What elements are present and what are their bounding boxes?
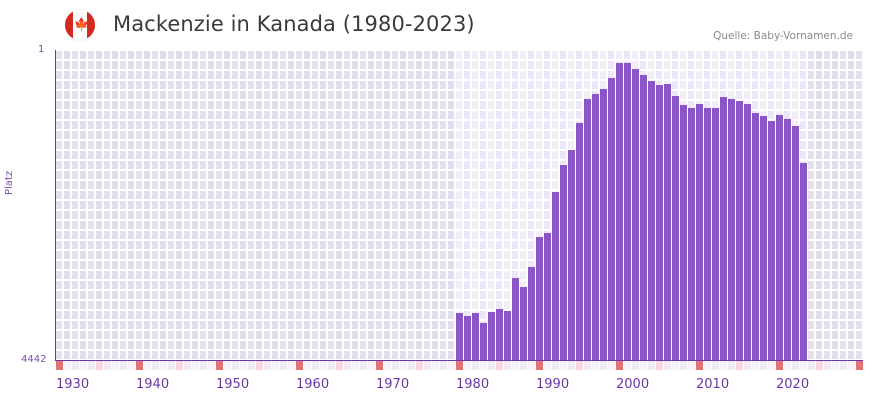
bar-1987[interactable] [512,278,519,360]
bar-1996[interactable] [584,99,591,360]
bar-1992[interactable] [552,192,559,360]
y-axis-top-label: 1 [38,44,45,55]
bar-1997[interactable] [592,94,599,360]
bar-1998[interactable] [600,89,607,360]
chart-title: Mackenzie in Kanada (1980-2023) [113,12,475,36]
bar-1981[interactable] [464,316,471,360]
bar-2020[interactable] [776,115,783,360]
x-axis-label: 1940 [136,377,170,392]
bar-2003[interactable] [640,75,647,360]
bar-1985[interactable] [496,309,503,360]
bar-1990[interactable] [536,237,543,360]
bar-2009[interactable] [688,108,695,360]
bar-2010[interactable] [696,104,703,360]
x-axis-line [55,360,863,361]
bar-2004[interactable] [648,81,655,360]
bar-1994[interactable] [568,150,575,360]
bar-2012[interactable] [712,108,719,360]
bar-1984[interactable] [488,312,495,360]
bar-2016[interactable] [744,104,751,360]
x-axis-label: 2010 [696,377,730,392]
bar-1986[interactable] [504,311,511,360]
x-axis-label: 1960 [296,377,330,392]
bar-1983[interactable] [480,323,487,360]
bar-1995[interactable] [576,123,583,360]
bar-2011[interactable] [704,108,711,360]
bar-2014[interactable] [728,99,735,360]
canada-flag-icon: 🍁 [65,10,95,40]
y-axis-title: Platz [4,170,15,195]
source-link[interactable]: Quelle: Baby-Vornamen.de [713,30,853,42]
bar-2001[interactable] [624,63,631,360]
x-axis-label: 1990 [536,377,570,392]
bar-1991[interactable] [544,233,551,360]
bar-2019[interactable] [768,121,775,360]
bar-2022[interactable] [792,126,799,360]
bar-1988[interactable] [520,287,527,360]
year-markers [56,361,864,370]
x-axis-label: 2000 [616,377,650,392]
chart-plot-area [55,50,864,360]
bar-1989[interactable] [528,267,535,360]
bar-2023[interactable] [800,163,807,360]
x-axis-label: 1980 [456,377,490,392]
bar-2000[interactable] [616,63,623,360]
bar-2005[interactable] [656,85,663,360]
bar-2006[interactable] [664,84,671,360]
bar-2015[interactable] [736,101,743,360]
bar-2013[interactable] [720,97,727,360]
bar-2007[interactable] [672,96,679,360]
bar-2021[interactable] [784,119,791,360]
bar-1999[interactable] [608,78,615,360]
bar-2008[interactable] [680,105,687,360]
x-axis-label: 1930 [56,377,90,392]
bar-2017[interactable] [752,113,759,360]
x-axis-label: 1970 [376,377,410,392]
x-axis-label: 2020 [776,377,810,392]
bar-2002[interactable] [632,69,639,360]
bar-1982[interactable] [472,313,479,360]
bar-2018[interactable] [760,116,767,360]
bar-1980[interactable] [456,313,463,360]
y-axis-bottom-label: 4442 [21,354,47,365]
x-axis-label: 1950 [216,377,250,392]
bar-1993[interactable] [560,165,567,360]
